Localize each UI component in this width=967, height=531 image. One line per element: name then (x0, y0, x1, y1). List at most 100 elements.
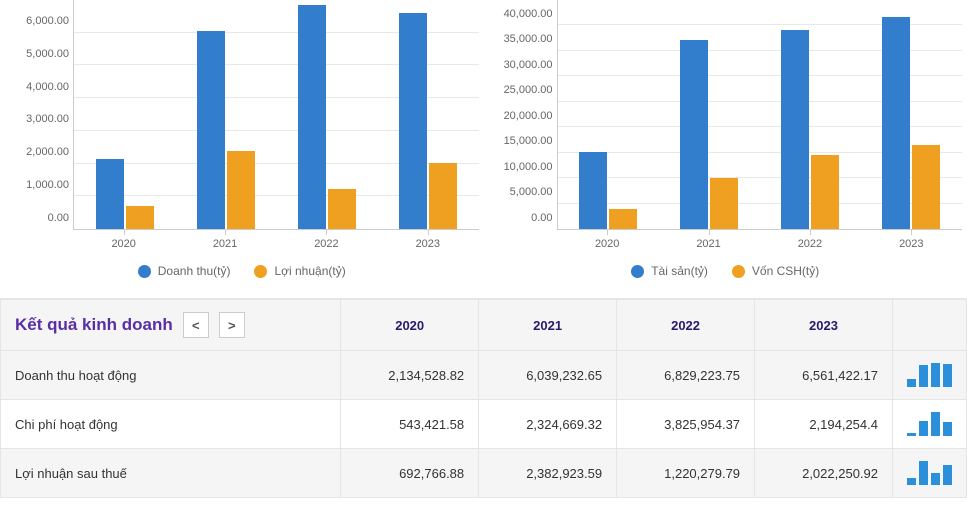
x-tick: 2020 (557, 230, 658, 250)
sparkline (907, 461, 952, 485)
spark-bar (907, 379, 916, 387)
prev-button[interactable]: < (183, 312, 209, 338)
spark-bar (907, 433, 916, 436)
x-tick: 2021 (174, 230, 275, 250)
spark-bar (931, 473, 940, 485)
cell-value: 2,022,250.92 (755, 449, 893, 498)
sparkline-header (893, 300, 967, 351)
y-tick: 5,000.00 (26, 48, 69, 60)
spark-bar (919, 365, 928, 387)
bar (227, 151, 255, 229)
bar (197, 31, 225, 229)
y-tick: 20,000.00 (504, 110, 553, 122)
cell-value: 2,324,669.32 (479, 400, 617, 449)
cell-value: 1,220,279.79 (617, 449, 755, 498)
next-button[interactable]: > (219, 312, 245, 338)
cell-value: 2,194,254.4 (755, 400, 893, 449)
table-row: Chi phí hoạt động543,421.582,324,669.323… (1, 400, 967, 449)
legend-item: Tài sản(tỷ) (631, 264, 708, 278)
y-tick: 25,000.00 (504, 84, 553, 96)
x-tick: 2023 (861, 230, 962, 250)
legend-label: Doanh thu(tỷ) (158, 264, 231, 278)
bar (328, 189, 356, 229)
cell-value: 543,421.58 (341, 400, 479, 449)
spark-bar (943, 422, 952, 436)
spark-bar (931, 412, 940, 436)
y-tick: 5,000.00 (510, 186, 553, 198)
spark-bar (931, 363, 940, 387)
column-header: 2023 (755, 300, 893, 351)
spark-bar (943, 364, 952, 387)
table-row: Doanh thu hoạt động2,134,528.826,039,232… (1, 351, 967, 400)
x-tick: 2020 (73, 230, 174, 250)
y-tick: 1,000.00 (26, 179, 69, 191)
x-tick: 2022 (276, 230, 377, 250)
bar-group (760, 0, 861, 229)
cell-value: 6,039,232.65 (479, 351, 617, 400)
bar (399, 13, 427, 229)
cell-value: 3,825,954.37 (617, 400, 755, 449)
legend-label: Vốn CSH(tỷ) (752, 264, 819, 278)
bar-group (175, 0, 276, 229)
bar-group (558, 0, 659, 229)
bar (298, 5, 326, 229)
y-tick: 10,000.00 (504, 161, 553, 173)
bar (781, 30, 809, 229)
y-tick: 40,000.00 (504, 8, 553, 20)
legend-label: Lợi nhuận(tỷ) (274, 264, 345, 278)
spark-bar (919, 461, 928, 485)
results-table: Kết quả kinh doanh < > 2020202120222023 … (0, 298, 967, 498)
x-tick: 2021 (658, 230, 759, 250)
legend-item: Vốn CSH(tỷ) (732, 264, 819, 278)
bar (882, 17, 910, 229)
sparkline (907, 363, 952, 387)
cell-value: 692,766.88 (341, 449, 479, 498)
cell-value: 6,829,223.75 (617, 351, 755, 400)
bar (96, 159, 124, 229)
table-title: Kết quả kinh doanh (15, 315, 173, 335)
y-tick: 0.00 (48, 212, 69, 224)
y-tick: 3,000.00 (26, 113, 69, 125)
column-header: 2020 (341, 300, 479, 351)
bar (429, 163, 457, 229)
charts-row: 0.00 1,000.00 2,000.00 3,000.00 4,000.00 5,00… (0, 0, 967, 284)
x-tick: 2023 (377, 230, 478, 250)
y-tick: 0.00 (531, 212, 552, 224)
row-label: Chi phí hoạt động (1, 400, 341, 449)
column-header: 2021 (479, 300, 617, 351)
bar-group (276, 0, 377, 229)
chart-revenue: 0.00 1,000.00 2,000.00 3,000.00 4,000.00 5,00… (5, 0, 479, 284)
bar (126, 206, 154, 229)
cell-value: 2,134,528.82 (341, 351, 479, 400)
column-header: 2022 (617, 300, 755, 351)
row-label: Lợi nhuận sau thuế (1, 449, 341, 498)
bar (811, 155, 839, 229)
y-tick: 30,000.00 (504, 59, 553, 71)
x-tick: 2022 (759, 230, 860, 250)
table-row: Lợi nhuận sau thuế692,766.882,382,923.59… (1, 449, 967, 498)
spark-bar (907, 478, 916, 485)
bar (710, 178, 738, 229)
spark-bar (919, 421, 928, 436)
y-tick: 15,000.00 (504, 135, 553, 147)
bar (680, 40, 708, 229)
spark-bar (943, 465, 952, 485)
bar (579, 152, 607, 229)
legend-item: Lợi nhuận(tỷ) (254, 264, 345, 278)
bar-group (659, 0, 760, 229)
bar (912, 145, 940, 229)
sparkline (907, 412, 952, 436)
legend-label: Tài sản(tỷ) (651, 264, 708, 278)
legend-item: Doanh thu(tỷ) (138, 264, 231, 278)
bar-group (861, 0, 962, 229)
y-tick: 6,000.00 (26, 15, 69, 27)
y-tick: 2,000.00 (26, 146, 69, 158)
y-tick: 4,000.00 (26, 81, 69, 93)
cell-value: 2,382,923.59 (479, 449, 617, 498)
y-tick: 35,000.00 (504, 33, 553, 45)
bar-group (377, 0, 478, 229)
row-label: Doanh thu hoạt động (1, 351, 341, 400)
bar (609, 209, 637, 229)
cell-value: 6,561,422.17 (755, 351, 893, 400)
bar-group (74, 0, 175, 229)
